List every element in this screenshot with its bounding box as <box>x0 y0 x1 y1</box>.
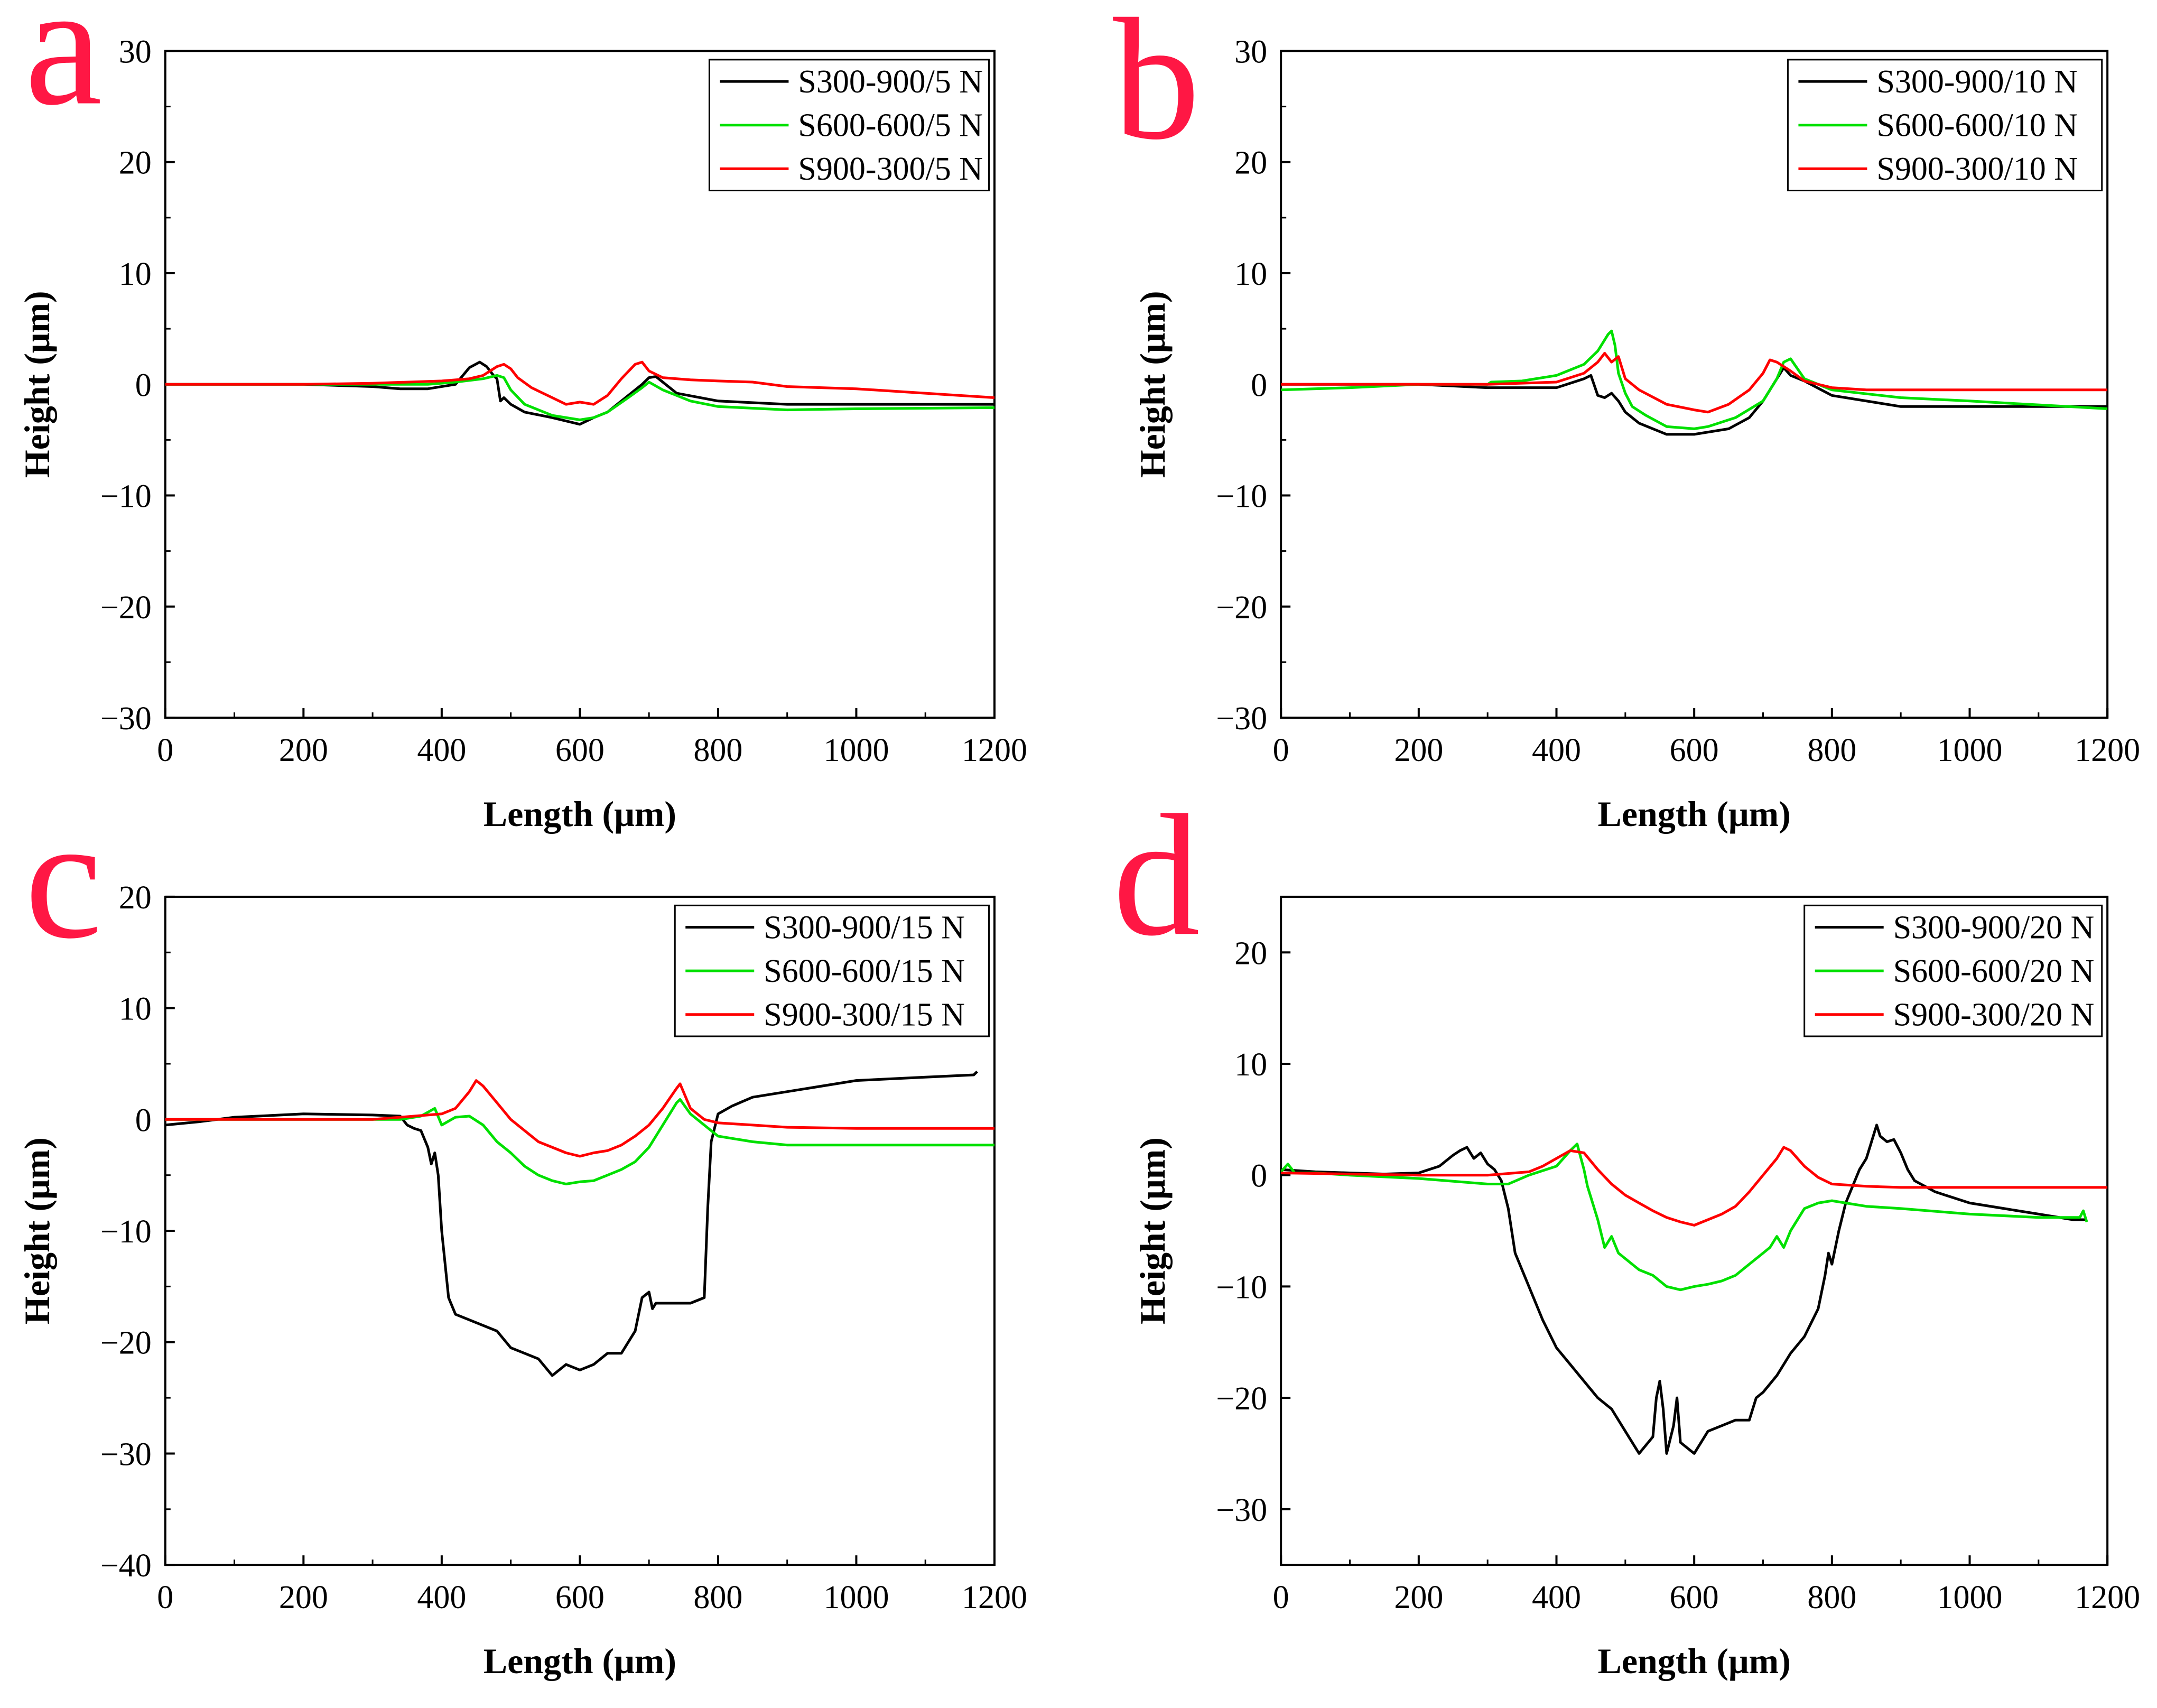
legend-label: S900-300/5 N <box>798 151 983 187</box>
x-tick-label: 1000 <box>1937 1580 2002 1616</box>
legend-label: S300-900/15 N <box>764 910 965 946</box>
chart-panel-c: c 0 200 400 600 800 1000 1200 −40 −30 −20 −10 0 10 20 L… <box>17 782 1027 1682</box>
y-tick-label: −40 <box>100 1548 152 1584</box>
y-axis-title: Height (μm) <box>17 291 57 478</box>
y-axis-title: Height (μm) <box>17 1137 57 1324</box>
y-tick-label: 30 <box>1234 34 1267 70</box>
series-line-2 <box>1281 329 2108 430</box>
x-tick-label: 600 <box>1670 1580 1719 1616</box>
x-axis-title: Length (μm) <box>1598 1641 1791 1681</box>
series-line-2 <box>165 374 994 421</box>
x-tick-label: 200 <box>1394 1580 1443 1616</box>
x-tick-label: 400 <box>417 732 466 768</box>
legend-label: S300-900/10 N <box>1876 64 2078 100</box>
legend-label: S300-900/5 N <box>798 64 983 100</box>
y-tick-label: 0 <box>1251 367 1267 403</box>
x-tick-label: 200 <box>279 732 328 768</box>
x-tick-label: 600 <box>1670 732 1719 768</box>
x-tick-label: 200 <box>279 1580 328 1616</box>
x-tick-label: 1200 <box>2075 1580 2140 1616</box>
series-line-3 <box>1281 1146 2108 1227</box>
x-tick-label: 600 <box>555 1580 605 1616</box>
series-line-3 <box>165 1079 994 1158</box>
y-tick-label: 10 <box>1234 256 1267 292</box>
chart-panel-b: b 0 200 400 600 800 1000 1200 −30 −20 −10 0 10 20 30 Le… <box>1113 0 2140 834</box>
y-tick-label: −10 <box>100 479 152 515</box>
y-tick-label: 20 <box>1234 145 1267 181</box>
y-tick-label: 0 <box>135 367 152 403</box>
legend: S300-900/5 N S600-600/5 N S900-300/5 N <box>708 59 990 192</box>
series-line-2 <box>1281 1143 2088 1292</box>
y-tick-label: −20 <box>100 590 152 626</box>
x-tick-label: 800 <box>693 1580 742 1616</box>
y-tick-label: −20 <box>100 1325 152 1361</box>
y-tick-label: −20 <box>1216 1381 1267 1417</box>
series-line-3 <box>165 360 994 406</box>
x-tick-label: 1200 <box>2075 732 2140 768</box>
legend-label: S300-900/20 N <box>1893 910 2095 946</box>
y-tick-label: −20 <box>1216 590 1267 626</box>
y-tick-label: −10 <box>1216 479 1267 515</box>
x-tick-label: 1200 <box>962 1580 1027 1616</box>
y-axis-title: Height (μm) <box>1132 291 1173 478</box>
y-tick-label: 10 <box>119 256 152 292</box>
legend-label: S600-600/15 N <box>764 953 965 989</box>
x-axis-title: Length (μm) <box>484 794 676 834</box>
series-line-2 <box>165 1098 994 1185</box>
panel-letter-a: a <box>25 0 102 141</box>
y-tick-label: 30 <box>119 34 152 70</box>
y-tick-label: −10 <box>1216 1269 1267 1305</box>
x-tick-label: 800 <box>1807 1580 1856 1616</box>
x-tick-label: 0 <box>157 1580 173 1616</box>
x-tick-label: 1000 <box>823 1580 889 1616</box>
x-tick-label: 600 <box>555 732 605 768</box>
legend: S300-900/10 N S600-600/10 N S900-300/10 N <box>1787 59 2103 192</box>
y-tick-label: 20 <box>1234 935 1267 971</box>
y-tick-label: 10 <box>119 991 152 1027</box>
x-axis-title: Length (μm) <box>1598 794 1791 834</box>
x-tick-label: 1000 <box>823 732 889 768</box>
x-axis-title: Length (μm) <box>484 1641 676 1681</box>
legend-label: S900-300/15 N <box>764 997 965 1033</box>
chart-panel-a: a 0 200 400 600 800 1000 1200 −30 −20 −10 0 10 20 30 Le… <box>17 0 1027 834</box>
y-tick-label: 0 <box>135 1102 152 1138</box>
y-tick-label: −30 <box>1216 701 1267 737</box>
panel-letter-b: b <box>1113 0 1200 176</box>
x-tick-label: 1000 <box>1937 732 2002 768</box>
chart-panel-d: d 0 200 400 600 800 1000 1200 −30 −20 −10 0 10 20 Leng… <box>1113 779 2140 1681</box>
y-tick-label: 10 <box>1234 1047 1267 1083</box>
legend-label: S900-300/10 N <box>1876 151 2078 187</box>
y-tick-label: 20 <box>119 145 152 181</box>
series-line-3 <box>1281 351 2108 414</box>
legend-label: S600-600/5 N <box>798 108 983 144</box>
x-tick-label: 800 <box>693 732 742 768</box>
series-line-1 <box>165 1070 979 1377</box>
series-line-1 <box>165 360 994 426</box>
x-tick-label: 400 <box>417 1580 466 1616</box>
x-tick-label: 400 <box>1532 732 1581 768</box>
y-tick-label: 20 <box>119 880 152 916</box>
x-tick-label: 200 <box>1394 732 1443 768</box>
legend-label: S600-600/20 N <box>1893 953 2095 989</box>
x-tick-label: 800 <box>1807 732 1856 768</box>
x-tick-label: 0 <box>1273 732 1289 768</box>
y-tick-label: −30 <box>100 1436 152 1472</box>
legend: S300-900/20 N S600-600/20 N S900-300/20 N <box>1803 904 2103 1037</box>
y-tick-label: −10 <box>100 1214 152 1250</box>
series-line-1 <box>1281 1124 2087 1455</box>
y-tick-label: −30 <box>100 701 152 737</box>
legend: S300-900/15 N S600-600/15 N S900-300/15 N <box>674 904 990 1037</box>
y-tick-label: −30 <box>1216 1492 1267 1528</box>
panel-letter-d: d <box>1113 779 1200 972</box>
legend-label: S900-300/20 N <box>1893 997 2095 1033</box>
x-tick-label: 400 <box>1532 1580 1581 1616</box>
y-axis-title: Height (μm) <box>1132 1137 1173 1324</box>
y-tick-label: 0 <box>1251 1158 1267 1194</box>
panel-letter-c: c <box>25 782 102 975</box>
x-tick-label: 0 <box>157 732 173 768</box>
x-tick-label: 1200 <box>962 732 1027 768</box>
legend-label: S600-600/10 N <box>1876 108 2078 144</box>
x-tick-label: 0 <box>1273 1580 1289 1616</box>
